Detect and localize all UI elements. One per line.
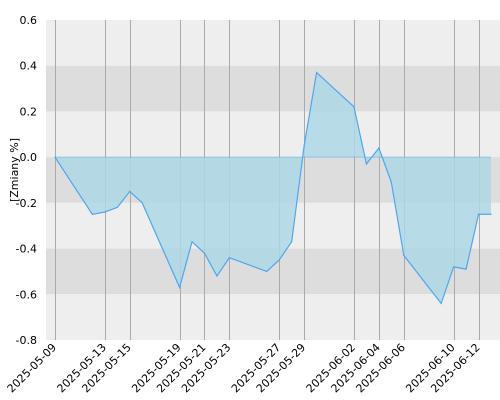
series-line (54, 71, 491, 305)
y-tick-label: -0.2 (16, 197, 37, 210)
data-point (129, 190, 131, 193)
y-tick-label: 0.6 (20, 14, 38, 27)
x-tick-label: 2025-05-09 (5, 341, 59, 395)
background-band (46, 65, 500, 112)
y-tick-label: -0.8 (16, 334, 37, 347)
y-axis-label: [Zmiany %] (8, 138, 21, 202)
data-point (266, 270, 268, 273)
data-point (490, 213, 492, 215)
y-axis-ticks: 0.6 0.4 0.2 0.0 -0.2 -0.4 -0.6 -0.8 (16, 14, 37, 347)
data-point (378, 147, 380, 149)
data-point (91, 213, 93, 215)
data-point (141, 202, 143, 204)
y-tick-label: -0.6 (16, 288, 37, 301)
data-point (228, 257, 230, 259)
y-tick-label: 0.4 (20, 60, 38, 73)
data-point (104, 211, 106, 213)
y-tick-label: 0.0 (20, 151, 38, 164)
y-tick-label: -0.4 (16, 243, 37, 256)
data-point (477, 213, 480, 215)
data-point (303, 145, 305, 147)
data-point (278, 259, 280, 261)
background-band (46, 111, 500, 158)
data-point (403, 254, 405, 257)
background-band (46, 294, 500, 340)
data-point (291, 241, 293, 243)
data-point (216, 275, 218, 277)
x-axis-ticks: 2025-05-092025-05-132025-05-152025-05-19… (5, 341, 483, 395)
data-point (316, 71, 318, 74)
data-point (116, 206, 118, 209)
data-point (191, 241, 193, 243)
background-band (46, 20, 500, 66)
y-tick-label: 0.2 (20, 105, 38, 118)
series-area (55, 72, 491, 304)
data-point (465, 268, 467, 270)
data-point (453, 266, 455, 268)
data-point (178, 286, 181, 289)
data-point (365, 163, 368, 165)
data-point (440, 302, 442, 305)
plot-series (54, 71, 492, 305)
data-point (353, 106, 355, 108)
data-point (54, 156, 56, 158)
data-point (203, 252, 206, 254)
data-point (390, 181, 392, 183)
